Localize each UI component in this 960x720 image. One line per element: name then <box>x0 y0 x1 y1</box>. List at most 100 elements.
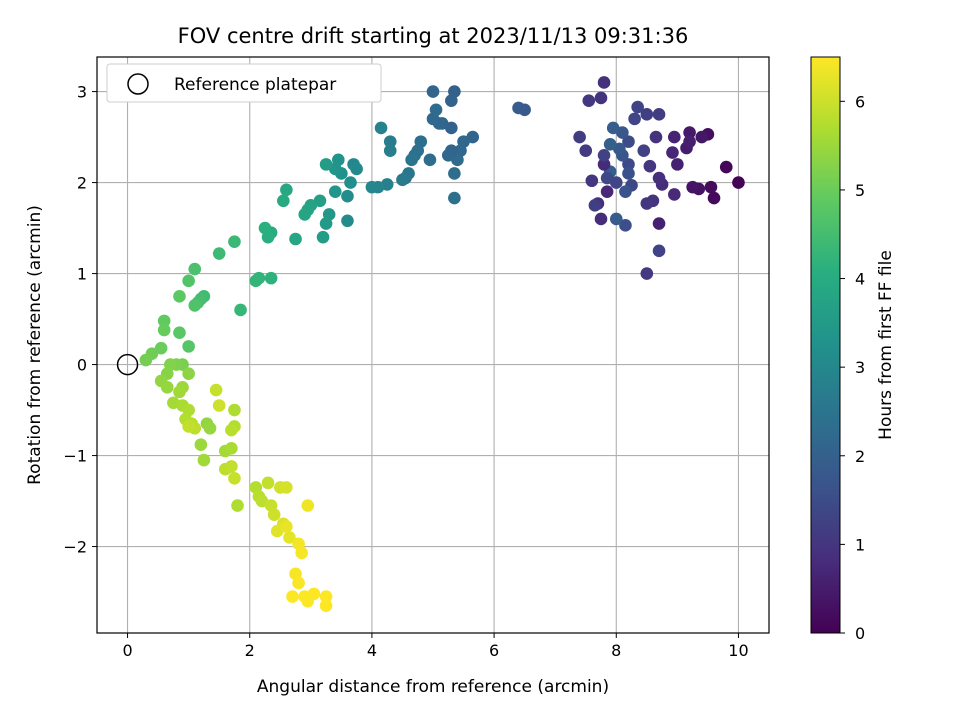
data-point <box>622 135 635 148</box>
data-point <box>286 590 299 603</box>
reference-point <box>116 353 139 376</box>
data-point <box>258 221 272 235</box>
data-point <box>289 232 302 246</box>
data-point <box>668 188 681 201</box>
x-tick-label: 8 <box>611 641 621 660</box>
data-point <box>594 212 608 226</box>
data-point <box>228 235 241 249</box>
data-point <box>160 381 174 394</box>
data-point <box>301 499 315 512</box>
data-point <box>341 214 354 228</box>
data-point <box>365 180 379 194</box>
colorbar <box>810 56 841 634</box>
data-point <box>732 176 745 189</box>
data-point <box>225 423 238 437</box>
data-point <box>261 476 275 490</box>
data-point <box>295 546 308 560</box>
y-tick-label: 1 <box>77 265 87 284</box>
data-point <box>292 576 305 590</box>
colorbar-tick-label: 2 <box>855 447 865 466</box>
data-point <box>280 183 293 197</box>
data-point <box>316 230 330 244</box>
grid <box>97 57 769 633</box>
data-point <box>212 247 226 260</box>
data-point <box>652 217 666 230</box>
data-point <box>652 244 666 258</box>
x-tick-label: 6 <box>489 641 499 660</box>
data-point <box>640 108 654 121</box>
data-point <box>585 174 599 188</box>
data-point <box>188 262 202 276</box>
colorbar-tick-label: 5 <box>855 181 865 200</box>
data-point <box>267 508 281 522</box>
data-point <box>277 194 290 208</box>
data-point <box>249 274 263 288</box>
y-axis-ticks: −2 −1 0 1 2 3 <box>63 83 97 557</box>
data-point <box>231 499 244 512</box>
colorbar-ticks: 0 1 2 3 4 5 6 <box>840 92 865 643</box>
x-axis-label: Angular distance from reference (arcmin) <box>257 677 609 697</box>
data-point <box>719 160 733 174</box>
data-point <box>637 144 651 158</box>
data-point <box>588 199 602 212</box>
data-point <box>319 217 333 230</box>
legend: Reference platepar <box>106 63 382 103</box>
data-point <box>283 531 296 544</box>
y-tick-label: 2 <box>77 174 87 193</box>
data-point <box>225 441 238 455</box>
data-point <box>344 176 357 189</box>
data-point <box>683 126 696 139</box>
data-point <box>695 130 709 144</box>
data-point <box>194 438 208 451</box>
data-point <box>264 271 278 285</box>
data-point <box>228 403 241 417</box>
data-point <box>441 148 455 162</box>
data-point <box>707 191 721 205</box>
data-point <box>606 121 620 135</box>
data-point <box>319 158 333 171</box>
data-point <box>619 185 632 198</box>
data-point <box>597 158 611 171</box>
data-point <box>652 108 666 121</box>
data-point <box>301 594 315 608</box>
data-point <box>280 481 293 494</box>
data-point <box>579 144 593 158</box>
data-point <box>182 340 195 353</box>
data-point <box>182 274 195 288</box>
colorbar-label: Hours from first FF file <box>876 250 896 440</box>
x-tick-label: 0 <box>122 641 132 660</box>
data-point <box>594 91 608 105</box>
data-point <box>173 385 186 399</box>
y-axis-label: Rotation from reference (arcmin) <box>25 205 45 485</box>
data-point <box>582 94 596 107</box>
data-point <box>234 303 247 317</box>
data-point <box>631 100 644 114</box>
colorbar-tick-label: 0 <box>855 624 865 643</box>
data-point <box>597 148 611 162</box>
data-point <box>603 138 617 151</box>
data-point <box>649 130 663 144</box>
data-point <box>609 212 623 226</box>
data-point <box>622 167 635 180</box>
data-point <box>448 191 461 205</box>
y-tick-label: 3 <box>77 83 87 102</box>
x-tick-label: 10 <box>728 641 748 660</box>
colorbar-tick-label: 1 <box>855 535 865 554</box>
data-point <box>374 121 388 135</box>
data-points <box>139 76 745 613</box>
data-point <box>619 219 632 232</box>
data-point <box>182 367 195 380</box>
data-point <box>512 101 525 115</box>
data-point <box>643 159 657 173</box>
data-point <box>666 146 679 159</box>
data-point <box>139 353 153 367</box>
y-tick-label: 0 <box>77 356 87 375</box>
legend-marker-icon <box>127 73 149 95</box>
data-point <box>686 180 699 194</box>
y-tick-label: −2 <box>63 538 87 557</box>
data-point <box>319 590 333 603</box>
data-point <box>298 208 312 221</box>
legend-box <box>106 63 382 103</box>
data-point <box>173 326 186 340</box>
